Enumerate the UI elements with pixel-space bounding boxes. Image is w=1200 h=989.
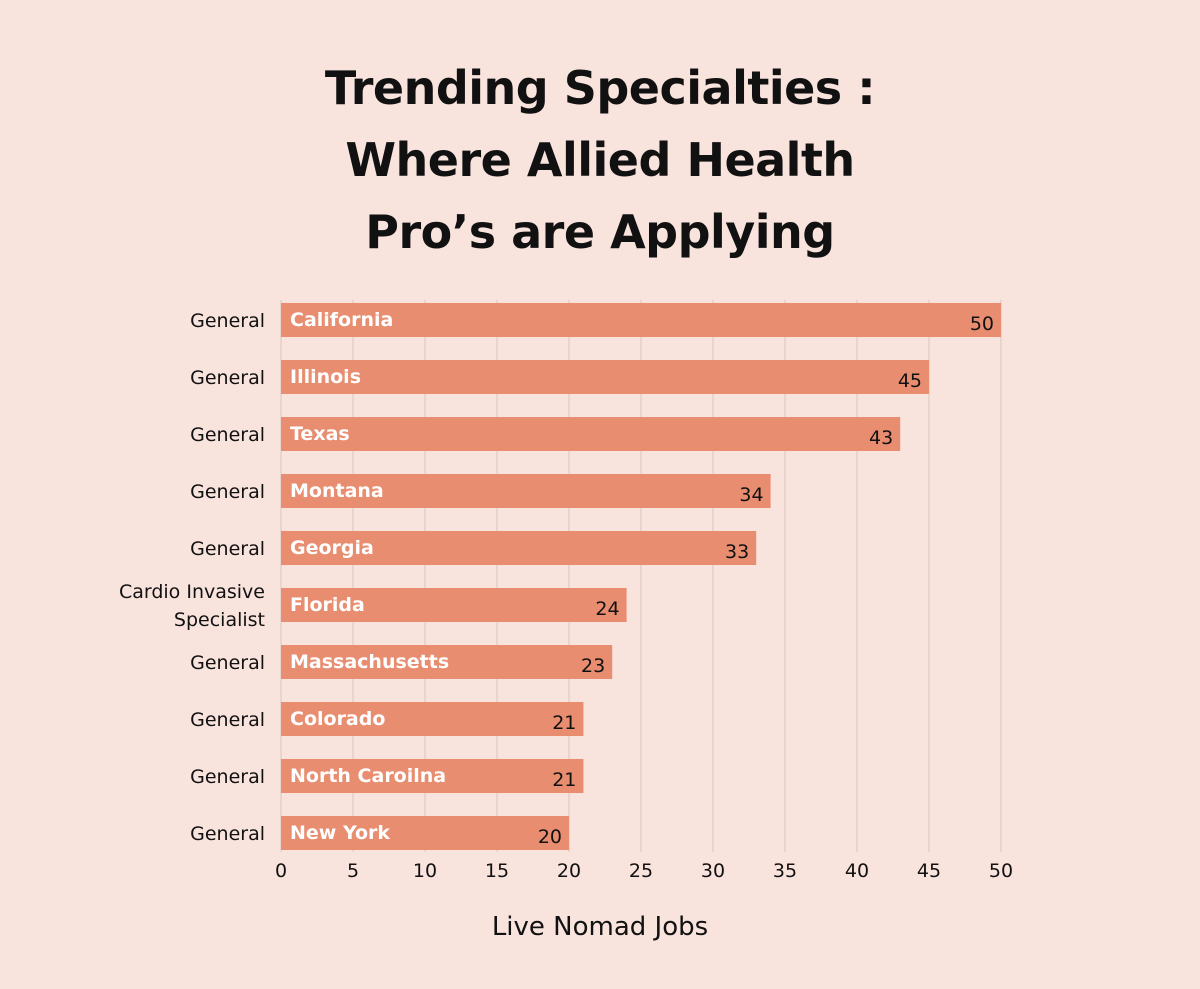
bar bbox=[281, 588, 627, 622]
bar-value-label: 21 bbox=[552, 712, 576, 734]
bar-value-label: 50 bbox=[970, 313, 994, 335]
bar-state-label: Illinois bbox=[290, 366, 361, 388]
bar-state-label: California bbox=[290, 309, 393, 331]
category-label: General bbox=[190, 538, 265, 560]
x-tick-label: 40 bbox=[845, 860, 869, 882]
bar bbox=[281, 759, 584, 793]
x-tick-label: 5 bbox=[347, 860, 359, 882]
x-tick-label: 20 bbox=[557, 860, 581, 882]
bar bbox=[281, 645, 613, 679]
title-line-1: Trending Specialties : bbox=[324, 61, 876, 115]
title-line-3: Pro’s are Applying bbox=[365, 205, 835, 259]
category-label: Specialist bbox=[174, 609, 265, 631]
chart-title: Trending Specialties : Where Allied Heal… bbox=[0, 52, 1200, 268]
bar bbox=[281, 474, 771, 508]
bar-value-label: 24 bbox=[595, 598, 619, 620]
bar-value-label: 45 bbox=[898, 370, 922, 392]
x-tick-label: 35 bbox=[773, 860, 797, 882]
bar-value-label: 20 bbox=[538, 826, 562, 848]
bar-state-label: Montana bbox=[290, 480, 384, 502]
bar bbox=[281, 816, 569, 850]
category-label: Cardio Invasive bbox=[119, 581, 265, 603]
x-tick-label: 0 bbox=[275, 860, 287, 882]
bar bbox=[281, 303, 1001, 337]
bar-value-label: 23 bbox=[581, 655, 605, 677]
x-tick-label: 10 bbox=[413, 860, 437, 882]
bar-value-label: 43 bbox=[869, 427, 893, 449]
bar-value-label: 34 bbox=[739, 484, 763, 506]
bar bbox=[281, 702, 584, 736]
category-label: General bbox=[190, 424, 265, 446]
category-label: General bbox=[190, 823, 265, 845]
bar-state-label: North Caroilna bbox=[290, 765, 446, 787]
title-line-2: Where Allied Health bbox=[345, 133, 855, 187]
category-label: General bbox=[190, 652, 265, 674]
category-label: General bbox=[190, 310, 265, 332]
x-tick-label: 30 bbox=[701, 860, 725, 882]
x-tick-label: 45 bbox=[917, 860, 941, 882]
x-axis-label: Live Nomad Jobs bbox=[491, 912, 709, 942]
category-label: General bbox=[190, 367, 265, 389]
bar-value-label: 21 bbox=[552, 769, 576, 791]
bar-state-label: Florida bbox=[290, 594, 365, 616]
category-label: General bbox=[190, 766, 265, 788]
x-tick-label: 25 bbox=[629, 860, 653, 882]
category-label: General bbox=[190, 709, 265, 731]
x-tick-label: 50 bbox=[989, 860, 1013, 882]
bar bbox=[281, 360, 929, 394]
bar-state-label: Colorado bbox=[290, 708, 385, 730]
bar bbox=[281, 417, 901, 451]
bar bbox=[281, 531, 757, 565]
bar-state-label: New York bbox=[290, 822, 390, 844]
x-tick-label: 15 bbox=[485, 860, 509, 882]
category-label: General bbox=[190, 481, 265, 503]
bar-state-label: Texas bbox=[290, 423, 350, 445]
bar-value-label: 33 bbox=[725, 541, 749, 563]
bar-state-label: Massachusetts bbox=[290, 651, 449, 673]
bar-state-label: Georgia bbox=[290, 537, 374, 559]
